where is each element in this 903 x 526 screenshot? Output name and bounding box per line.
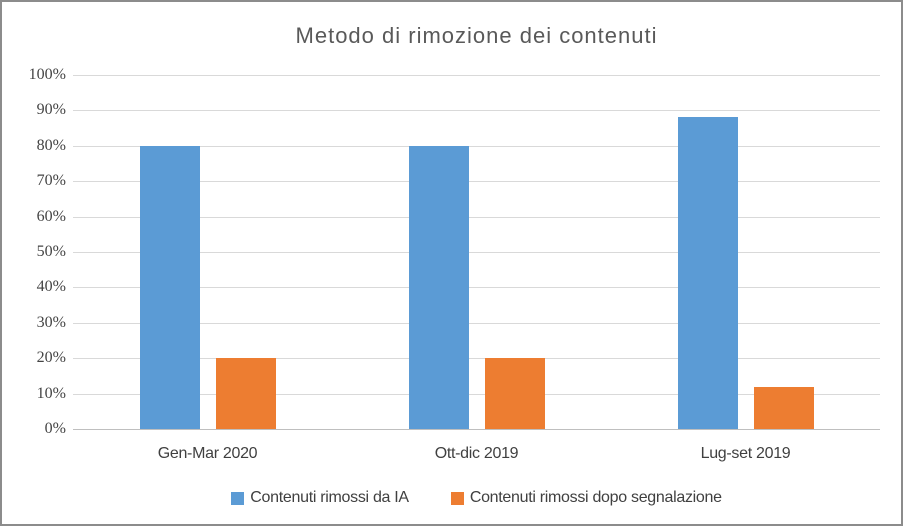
x-axis-category-label: Gen-Mar 2020 xyxy=(157,445,258,462)
bar-series-0-category-0 xyxy=(139,145,200,429)
y-axis-tick-label: 60% xyxy=(36,207,66,225)
y-axis-tick-label: 70% xyxy=(36,172,66,190)
legend-swatch-icon xyxy=(231,491,245,505)
gridline xyxy=(73,145,880,147)
y-axis-tick-label: 80% xyxy=(36,136,66,154)
y-axis-tick-label: 40% xyxy=(36,278,66,296)
bar-group xyxy=(73,75,342,429)
y-axis-tick-label: 100% xyxy=(28,66,66,83)
gridline xyxy=(73,322,880,324)
y-axis-tick-label: 20% xyxy=(36,349,66,367)
x-axis-line xyxy=(73,429,880,430)
legend-swatch-icon xyxy=(450,491,464,505)
gridline xyxy=(73,393,880,395)
bar-group xyxy=(342,75,611,429)
legend-item: Contenuti rimossi da IA xyxy=(231,489,409,507)
gridline xyxy=(73,287,880,289)
gridline xyxy=(73,358,880,360)
bar-series-1-category-2 xyxy=(753,386,814,429)
chart-title: Metodo di rimozione dei contenuti xyxy=(295,23,658,48)
y-axis-tick-label: 10% xyxy=(36,384,66,402)
legend-label: Contenuti rimossi da IA xyxy=(250,489,409,506)
gridline xyxy=(73,252,880,253)
x-axis-category-label: Ott-dic 2019 xyxy=(434,445,519,462)
bar-series-0-category-1 xyxy=(408,145,469,429)
y-axis-tick-label: 30% xyxy=(36,313,66,331)
x-axis-category-label: Lug-set 2019 xyxy=(700,445,791,462)
gridline xyxy=(73,181,880,183)
y-axis-tick-label: 0% xyxy=(44,420,66,437)
legend-item: Contenuti rimossi dopo segnalazione xyxy=(450,489,722,507)
plot-area xyxy=(73,75,880,430)
legend-label: Contenuti rimossi dopo segnalazione xyxy=(469,489,722,506)
bar-group xyxy=(611,75,880,429)
legend: Contenuti rimossi da IA Contenuti rimossi… xyxy=(73,489,880,507)
y-axis-tick-label: 90% xyxy=(36,101,66,119)
bar-series-0-category-2 xyxy=(677,117,738,429)
y-axis-tick-label: 50% xyxy=(36,243,66,260)
bar-series-1-category-1 xyxy=(484,358,545,429)
gridline xyxy=(73,216,880,218)
gridline xyxy=(73,75,880,76)
gridline xyxy=(73,110,880,112)
bar-series-1-category-0 xyxy=(215,358,276,429)
